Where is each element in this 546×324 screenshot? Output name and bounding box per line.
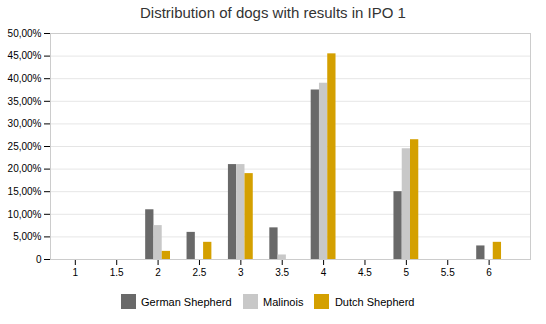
- html-text:Dutch Shepherd: Dutch Shepherd: [334, 295, 415, 308]
- html-text:German Shepherd: German Shepherd: [141, 295, 232, 308]
- svg-text:1.5: 1.5: [110, 267, 124, 278]
- svg-text:5: 5: [404, 267, 410, 278]
- svg-text:15,00%: 15,00%: [8, 186, 42, 197]
- svg-text:30,00%: 30,00%: [8, 118, 42, 129]
- svg-text:2.5: 2.5: [193, 267, 207, 278]
- svg-text:50,00%: 50,00%: [8, 28, 42, 39]
- svg-text:4: 4: [321, 267, 327, 278]
- svg-text:35,00%: 35,00%: [8, 96, 42, 107]
- svg-text:3: 3: [238, 267, 244, 278]
- svg-text:5.5: 5.5: [441, 267, 455, 278]
- svg-text:45,00%: 45,00%: [8, 50, 42, 61]
- svg-text:5,00%: 5,00%: [13, 231, 41, 242]
- svg-text:4.5: 4.5: [358, 267, 372, 278]
- svg-text:10,00%: 10,00%: [8, 209, 42, 220]
- html-text:Distribution of dogs with resu: Distribution of dogs with results in IPO…: [140, 4, 406, 21]
- svg-text:0: 0: [36, 254, 42, 265]
- svg-text:2: 2: [155, 267, 161, 278]
- svg-text:3.5: 3.5: [275, 267, 289, 278]
- svg-text:40,00%: 40,00%: [8, 73, 42, 84]
- html-text:Malinois: Malinois: [263, 295, 304, 308]
- svg-text:20,00%: 20,00%: [8, 163, 42, 174]
- svg-text:6: 6: [486, 267, 492, 278]
- svg-text:25,00%: 25,00%: [8, 141, 42, 152]
- svg-text:1: 1: [73, 267, 79, 278]
